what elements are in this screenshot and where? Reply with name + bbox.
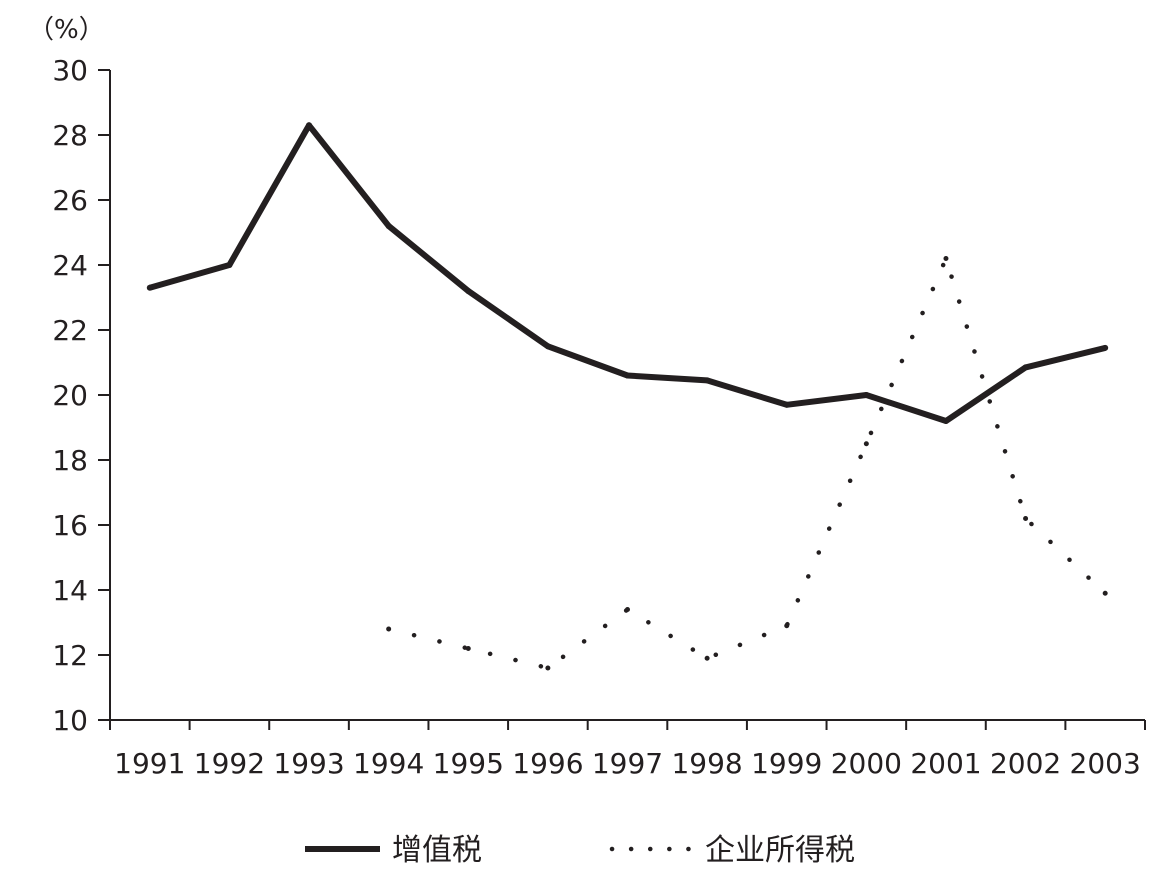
x-tick-label: 2001 — [910, 747, 981, 780]
y-tick-label: 22 — [52, 314, 88, 347]
y-tick-label: 30 — [52, 54, 88, 87]
series-layer — [146, 122, 1109, 671]
y-ticks: 10 12 14 16 18 20 22 24 26 28 30 — [52, 54, 110, 737]
data-point — [943, 256, 949, 261]
x-tick-label: 1994 — [353, 747, 424, 780]
y-tick-label: 20 — [52, 379, 88, 412]
legend-label-corporate-income-tax: 企业所得税 — [705, 833, 855, 868]
data-point — [545, 665, 551, 671]
data-point — [465, 288, 472, 294]
x-tick-label: 1996 — [512, 747, 583, 780]
data-point — [1023, 516, 1029, 521]
legend: 增值税 企业所得税 — [305, 833, 855, 868]
data-point — [226, 262, 233, 268]
data-point — [385, 223, 392, 229]
y-tick-label: 10 — [52, 704, 88, 737]
data-point — [863, 441, 869, 447]
x-tick-label: 1991 — [114, 747, 185, 780]
data-point — [784, 623, 790, 629]
data-point — [146, 284, 153, 291]
data-point — [704, 655, 710, 661]
series-line-1 — [386, 251, 1108, 671]
y-tick-label: 18 — [52, 444, 88, 477]
x-tick-label: 1997 — [592, 747, 663, 780]
x-tick-label: 2000 — [831, 747, 902, 780]
y-unit-label: （%） — [28, 15, 105, 45]
data-point — [465, 646, 471, 651]
legend-item-vat: 增值税 — [305, 833, 482, 868]
legend-label-vat: 增值税 — [392, 833, 482, 868]
x-tick-label: 1998 — [671, 747, 742, 780]
x-tick-label: 1999 — [751, 747, 822, 780]
data-point — [1022, 364, 1029, 371]
y-tick-label: 12 — [52, 639, 88, 672]
data-point — [1102, 590, 1108, 596]
x-tick-label: 2003 — [1070, 747, 1141, 780]
x-ticks: 1991 1992 1993 1994 1995 1996 1997 1998 1999 2000… — [109, 720, 1146, 780]
data-point — [942, 418, 949, 424]
y-tick-label: 28 — [52, 119, 88, 152]
x-tick-label: 1992 — [194, 747, 265, 780]
y-tick-label: 26 — [52, 184, 88, 217]
y-tick-label: 14 — [52, 574, 88, 607]
legend-item-corporate-income-tax: 企业所得税 — [609, 833, 855, 868]
data-point — [306, 122, 313, 129]
x-tick-label: 2002 — [990, 747, 1061, 780]
data-point — [783, 401, 790, 408]
data-point — [704, 377, 711, 384]
data-point — [386, 626, 392, 632]
y-tick-label: 24 — [52, 249, 88, 282]
y-tick-label: 16 — [52, 509, 88, 542]
data-point — [863, 392, 870, 398]
data-point — [624, 372, 631, 379]
data-point — [544, 343, 551, 350]
x-tick-label: 1995 — [433, 747, 504, 780]
data-point — [1102, 344, 1109, 351]
data-point — [625, 607, 630, 612]
x-tick-label: 1993 — [273, 747, 344, 780]
